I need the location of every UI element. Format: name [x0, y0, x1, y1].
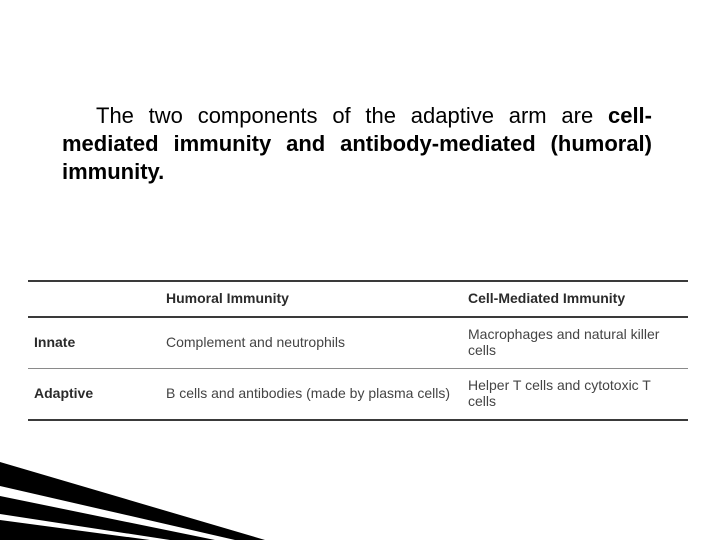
intro-text: The two components of the adaptive arm a…: [96, 103, 608, 128]
row-label: Innate: [28, 317, 160, 369]
col-humoral: Humoral Immunity: [160, 281, 462, 317]
table-row: Innate Complement and neutrophils Macrop…: [28, 317, 688, 369]
cell-cmi: Helper T cells and cytotoxic T cells: [462, 369, 688, 421]
table-header-row: Humoral Immunity Cell-Mediated Immunity: [28, 281, 688, 317]
cell-humoral: Complement and neutrophils: [160, 317, 462, 369]
cell-humoral: B cells and antibodies (made by plasma c…: [160, 369, 462, 421]
col-cell: Cell-Mediated Immunity: [462, 281, 688, 317]
cell-cmi: Macrophages and natural killer cells: [462, 317, 688, 369]
col-empty: [28, 281, 160, 317]
immunity-table: Humoral Immunity Cell-Mediated Immunity …: [28, 280, 688, 421]
row-label: Adaptive: [28, 369, 160, 421]
paragraph: The two components of the adaptive arm a…: [62, 102, 652, 186]
slide: { "body": { "intro": "The two components…: [0, 0, 720, 540]
decorative-wedge: [0, 430, 290, 540]
table-row: Adaptive B cells and antibodies (made by…: [28, 369, 688, 421]
